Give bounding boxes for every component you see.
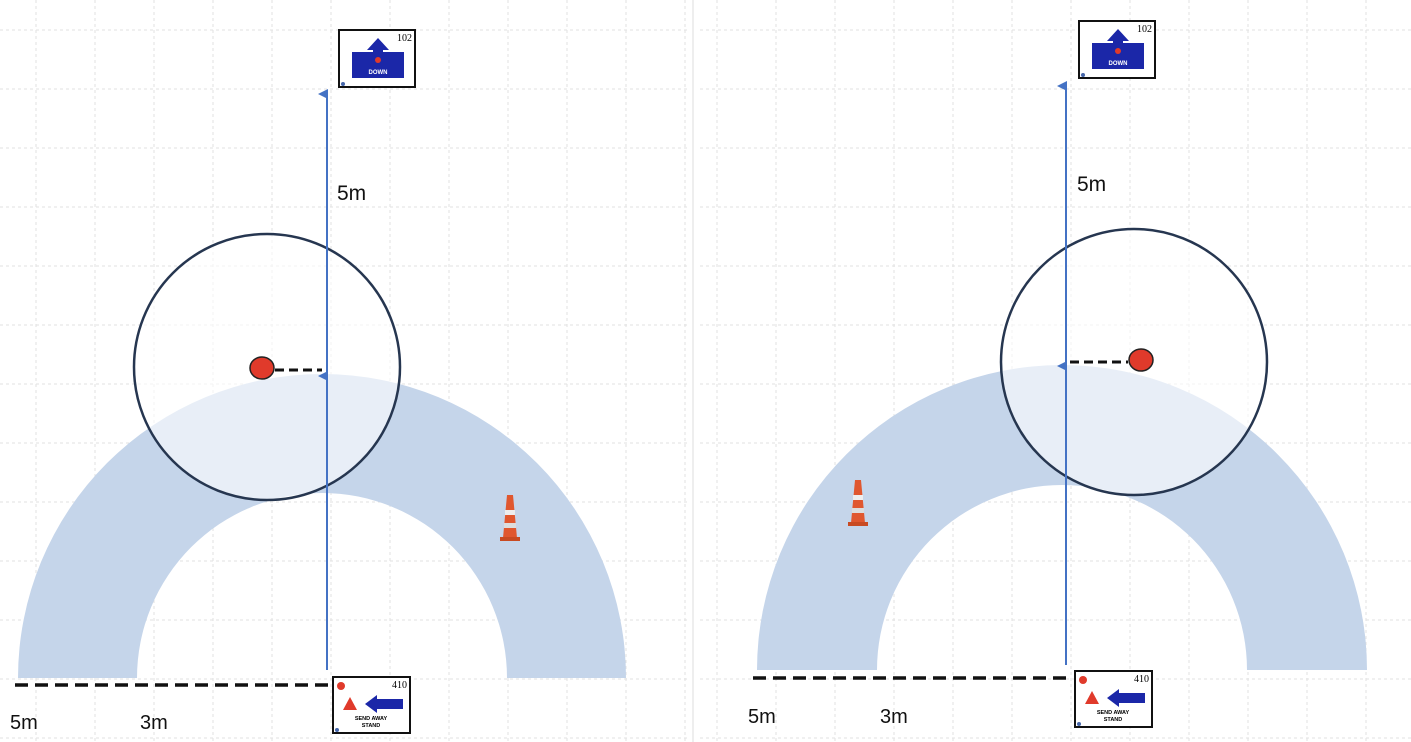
cone-base: [500, 537, 520, 541]
red-dot: [249, 356, 275, 380]
sign-number: 102: [397, 33, 412, 44]
sign-dot: [1077, 722, 1081, 726]
sign-label: SEND AWAY: [1097, 710, 1130, 716]
sign-label: DOWN: [369, 70, 388, 76]
sign-number: 102: [1137, 24, 1152, 35]
sign-label: STAND: [362, 723, 381, 729]
sign-arrow: [1107, 29, 1129, 45]
sign-stop: [375, 57, 381, 63]
sign-stop: [1115, 48, 1121, 54]
sign-panel: [352, 52, 404, 78]
scale-label: 5m: [10, 712, 38, 734]
sign-dot: [341, 82, 345, 86]
sign-label: SEND AWAY: [355, 716, 388, 722]
sign-number: 410: [1134, 674, 1149, 685]
sign-dot: [1081, 73, 1085, 77]
cone-base: [848, 522, 868, 526]
distance-label: 5m: [1077, 173, 1106, 196]
sign-person: [1085, 691, 1099, 704]
scale-label: 3m: [140, 712, 168, 734]
cone-stripe: [504, 523, 516, 528]
sign-stop: [1079, 676, 1087, 684]
distance-label: 5m: [337, 182, 366, 205]
sign-label: DOWN: [1109, 61, 1128, 67]
sign-arrow: [367, 38, 389, 54]
sign-dot: [335, 728, 339, 732]
sign-label: STAND: [1104, 717, 1123, 723]
sign-person: [343, 697, 357, 710]
cone-stripe: [853, 495, 863, 500]
sign-arrow: [1107, 689, 1145, 707]
sign-panel: [1092, 43, 1144, 69]
sign-stop: [337, 682, 345, 690]
cone-stripe: [505, 510, 515, 515]
cone-stripe: [852, 508, 864, 513]
scale-label: 5m: [748, 706, 776, 728]
sign-number: 410: [392, 680, 407, 691]
red-dot: [1128, 348, 1154, 372]
scale-label: 3m: [880, 706, 908, 728]
sign-arrow: [365, 695, 403, 713]
